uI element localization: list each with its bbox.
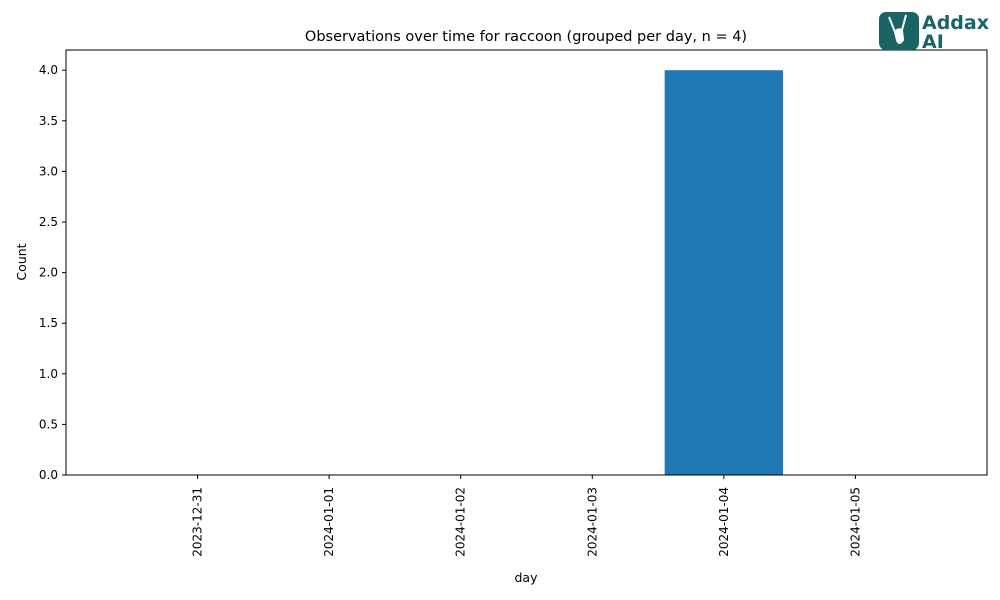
x-tick-label: 2024-01-02: [454, 487, 468, 557]
x-axis-label: day: [515, 570, 539, 585]
bars-group: [664, 70, 784, 475]
antelope-glyph: [888, 14, 907, 44]
x-tick-label: 2024-01-05: [848, 487, 862, 557]
y-tick-label: 3.0: [39, 164, 58, 178]
chart-title: Observations over time for raccoon (grou…: [305, 29, 747, 45]
y-tick-label: 2.0: [39, 266, 58, 280]
logo-word-ai: AI: [922, 31, 944, 53]
y-tick-label: 4.0: [39, 63, 58, 77]
logo-word-addax: Addax: [922, 12, 989, 34]
y-axis-ticks: 0.0 0.5 1.0 1.5 2.0 2.5 3.0 3.5 4.0: [39, 63, 66, 482]
x-axis-ticks: 2023-12-31 2024-01-01 2024-01-02 2024-01-03…: [191, 475, 862, 557]
x-tick-label: 2024-01-03: [585, 487, 599, 557]
y-tick-label: 1.0: [39, 367, 58, 381]
y-tick-label: 1.5: [39, 316, 58, 330]
y-axis-label: Count: [14, 243, 29, 280]
x-tick-label: 2024-01-04: [717, 487, 731, 557]
plot-frame: [65, 49, 988, 476]
y-tick-label: 0.5: [39, 417, 58, 431]
y-tick-label: 2.5: [39, 215, 58, 229]
x-tick-label: 2024-01-01: [322, 487, 336, 557]
y-tick-label: 0.0: [39, 468, 58, 482]
bar-2024-01-04: [664, 70, 784, 475]
y-tick-label: 3.5: [39, 114, 58, 128]
x-tick-label: 2023-12-31: [191, 487, 205, 557]
addax-logo: Addax AI: [879, 12, 989, 53]
